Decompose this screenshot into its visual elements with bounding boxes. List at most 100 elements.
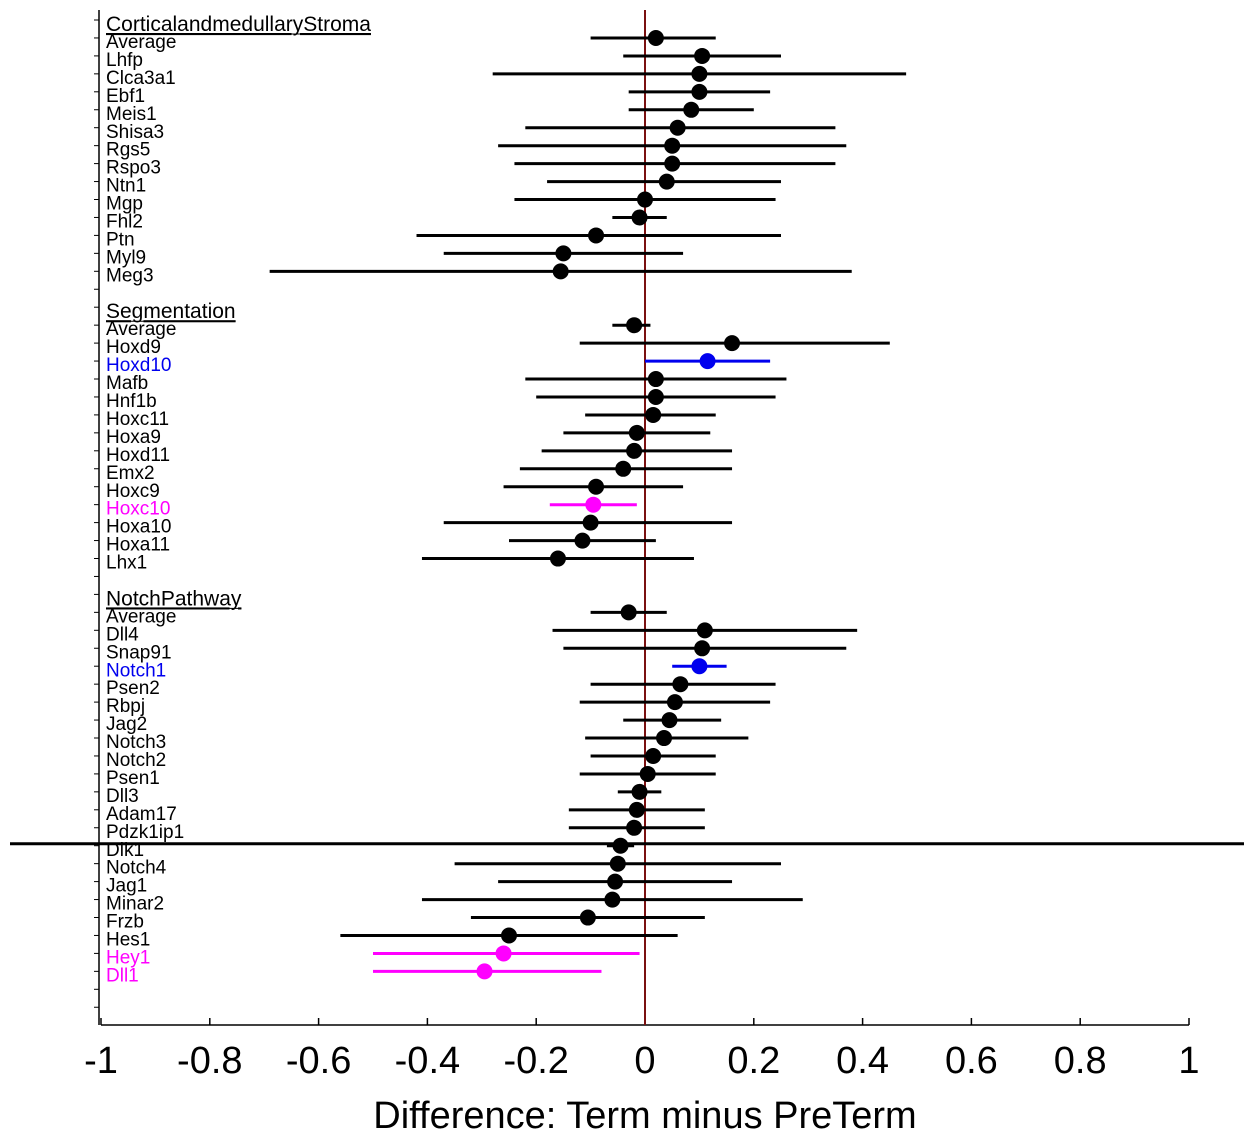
estimate-point [501, 927, 517, 944]
estimate-point [607, 873, 624, 890]
row-label: Hnf1b [106, 391, 157, 412]
row-label: Jag2 [106, 714, 147, 735]
row-label: Hoxd9 [106, 337, 161, 358]
estimate-point [672, 676, 689, 693]
x-tick-label: 0.4 [836, 1040, 889, 1082]
estimate-point [609, 855, 626, 872]
x-tick-label: 0 [634, 1040, 655, 1082]
group-title: CorticalandmedullaryStroma [106, 13, 371, 36]
row-label: Emx2 [106, 463, 155, 484]
estimate-point [645, 748, 662, 764]
x-tick-label: 0.6 [945, 1040, 998, 1082]
estimate-point [582, 514, 599, 531]
x-tick-label: -0.8 [177, 1040, 242, 1082]
estimate-point [658, 173, 675, 190]
row-label: Hoxc9 [106, 481, 160, 502]
estimate-point [604, 891, 621, 908]
estimate-point [639, 765, 656, 782]
row-label: Notch4 [106, 858, 167, 879]
row-label: Snap91 [106, 642, 172, 663]
row-label: Dll3 [106, 786, 139, 807]
row-label: Average [106, 32, 176, 53]
row-label: Pdzk1ip1 [106, 822, 184, 843]
estimate-point [615, 460, 632, 477]
row-label: Mgp [106, 194, 143, 215]
row-label: Rgs5 [106, 140, 150, 161]
x-tick-label: -1 [84, 1040, 118, 1082]
estimate-point [626, 317, 643, 334]
row-label: Psen2 [106, 678, 160, 699]
estimate-point [669, 119, 686, 136]
row-label: Ptn [106, 229, 135, 250]
x-tick-label: 1 [1178, 1040, 1199, 1082]
row-label: Shisa3 [106, 122, 164, 143]
row-label: Hoxa10 [106, 517, 172, 538]
row-label: Dll4 [106, 624, 139, 645]
row-label: Notch2 [106, 750, 166, 771]
row-label: Average [106, 606, 176, 627]
estimate-point [664, 137, 681, 154]
estimate-point [647, 30, 664, 46]
row-label: Notch1 [106, 660, 166, 681]
estimate-point [647, 371, 664, 388]
estimate-point [645, 406, 662, 423]
estimate-point [694, 640, 711, 657]
estimate-point [647, 389, 664, 405]
row-label: Myl9 [106, 247, 146, 268]
estimate-point [626, 819, 643, 836]
estimate-point [476, 963, 493, 980]
estimate-point [637, 191, 653, 208]
row-label: Minar2 [106, 894, 164, 915]
estimate-point [699, 353, 716, 370]
row-label: Rspo3 [106, 158, 161, 179]
row-label: Rbpj [106, 696, 145, 717]
row-label: Ebf1 [106, 86, 145, 107]
estimate-point [612, 837, 629, 854]
row-label: Hey1 [106, 947, 150, 968]
group-title: NotchPathway [106, 587, 242, 610]
row-label: Average [106, 319, 176, 340]
estimate-point [552, 263, 569, 280]
x-tick-marks: -1 -0.8 -0.6 -0.4 -0.2 0 0.2 0.4 0.6 0.8 1 [84, 1018, 1200, 1082]
row-label: Hoxd10 [106, 355, 172, 376]
estimate-point [628, 424, 645, 441]
x-tick-label: -0.4 [395, 1040, 460, 1082]
row-label: Meg3 [106, 265, 154, 286]
row-label: Adam17 [106, 804, 177, 825]
row-label: Dll1 [106, 965, 139, 986]
estimate-point [588, 478, 605, 495]
estimate-point [631, 783, 648, 800]
estimate-point [664, 155, 681, 172]
row-label: Hoxc10 [106, 499, 170, 520]
estimate-point [683, 101, 700, 118]
row-label: Jag1 [106, 876, 147, 897]
row-label: Frzb [106, 912, 144, 933]
y-tick-marks [94, 19, 99, 1008]
row-label: Dlk1 [106, 840, 144, 861]
estimate-point [656, 730, 673, 747]
group-title: Segmentation [106, 300, 236, 323]
row-label: Hoxc11 [106, 409, 169, 430]
estimate-point [628, 801, 645, 818]
row-label: Hoxa9 [106, 427, 161, 448]
row-label: Hes1 [106, 930, 150, 951]
estimate-point [691, 658, 708, 675]
x-axis-title: Difference: Term minus PreTerm [373, 1095, 916, 1137]
row-label: Lhx1 [106, 553, 147, 574]
estimate-point [691, 65, 708, 82]
row-label: Ntn1 [106, 176, 146, 197]
estimate-point [620, 604, 637, 621]
estimate-point [724, 335, 741, 352]
row-label: Notch3 [106, 732, 166, 753]
forest-rows: CorticalandmedullaryStromaAverageLhfpClc… [106, 13, 907, 986]
row-label: Meis1 [106, 104, 157, 125]
estimate-point [631, 209, 648, 226]
estimate-point [691, 83, 708, 100]
estimate-point [585, 496, 602, 513]
estimate-point [666, 694, 683, 711]
estimate-point [696, 622, 713, 639]
estimate-point [588, 227, 605, 244]
estimate-point [574, 532, 591, 549]
